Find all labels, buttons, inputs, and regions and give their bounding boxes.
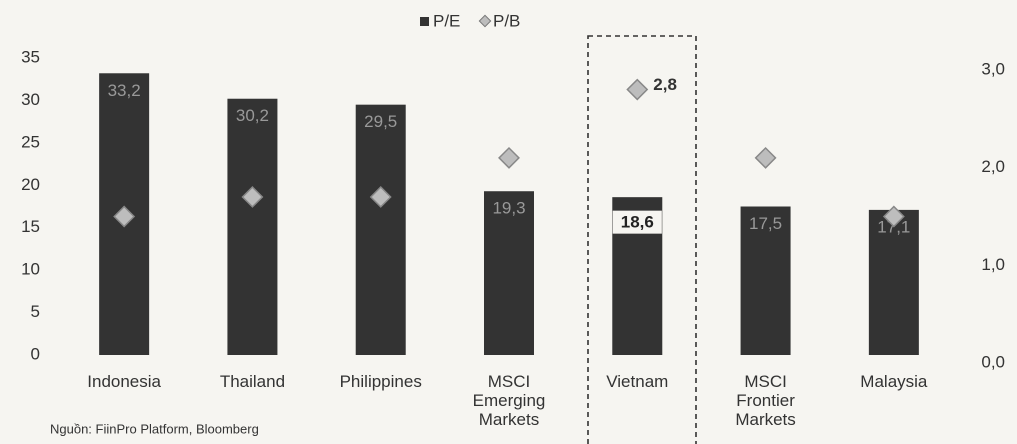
y2-tick-label: 3,0 [981,59,1005,78]
y2-tick-label: 0,0 [981,352,1005,371]
x-tick-label: MSCI Emerging Markets [473,372,546,429]
x-tick-label: Vietnam [606,372,668,391]
x-tick-label: Thailand [220,372,285,391]
bar [484,191,534,355]
source: Nguồn: FiinPro Platform, Bloomberg [50,421,259,436]
label-backing [612,210,662,234]
bar [868,209,919,355]
y2-tick-label: 2,0 [981,157,1005,176]
legend-swatch [478,14,492,28]
y-tick-label: 0 [31,344,40,363]
pb-marker [626,78,649,101]
y-tick-label: 30 [21,90,40,109]
bar-value-label: 29,5 [364,112,397,131]
bar-value-label: 17,5 [749,214,782,233]
pb-marker [113,205,136,228]
bar-value-label: 18,6 [621,213,654,232]
pb-marker [241,186,264,208]
legend-label: P/B [493,11,520,30]
x-tick-label: Malaysia [860,372,928,391]
bar [740,206,791,355]
y-tick-label: 35 [21,47,40,66]
pb-marker [754,146,777,169]
pb-value-label: 2,8 [653,75,677,94]
highlight-box [587,35,697,444]
y2-tick-label: 1,0 [981,255,1005,274]
pb-marker [369,186,392,208]
legend: P/E P/B [420,11,520,30]
pb-marker [882,205,905,228]
bar-value-label: 33,2 [108,81,141,100]
y-tick-label: 25 [21,132,40,151]
bar-value-label: 30,2 [236,106,269,125]
y-tick-label: 10 [21,260,40,279]
pb-marker [498,146,520,169]
bar [227,98,278,355]
bar [355,104,406,356]
y-tick-label: 15 [21,217,40,236]
x-tick-label: MSCI Frontier Markets [735,372,795,429]
y-tick-label: 5 [31,302,40,321]
x-tick-label: Indonesia [87,372,161,391]
bar-value-label: 19,3 [492,199,525,218]
legend-swatch [420,17,429,26]
x-tick-label: Philippines [340,372,422,391]
legend-label: P/E [433,11,460,30]
y-tick-label: 20 [21,175,40,194]
